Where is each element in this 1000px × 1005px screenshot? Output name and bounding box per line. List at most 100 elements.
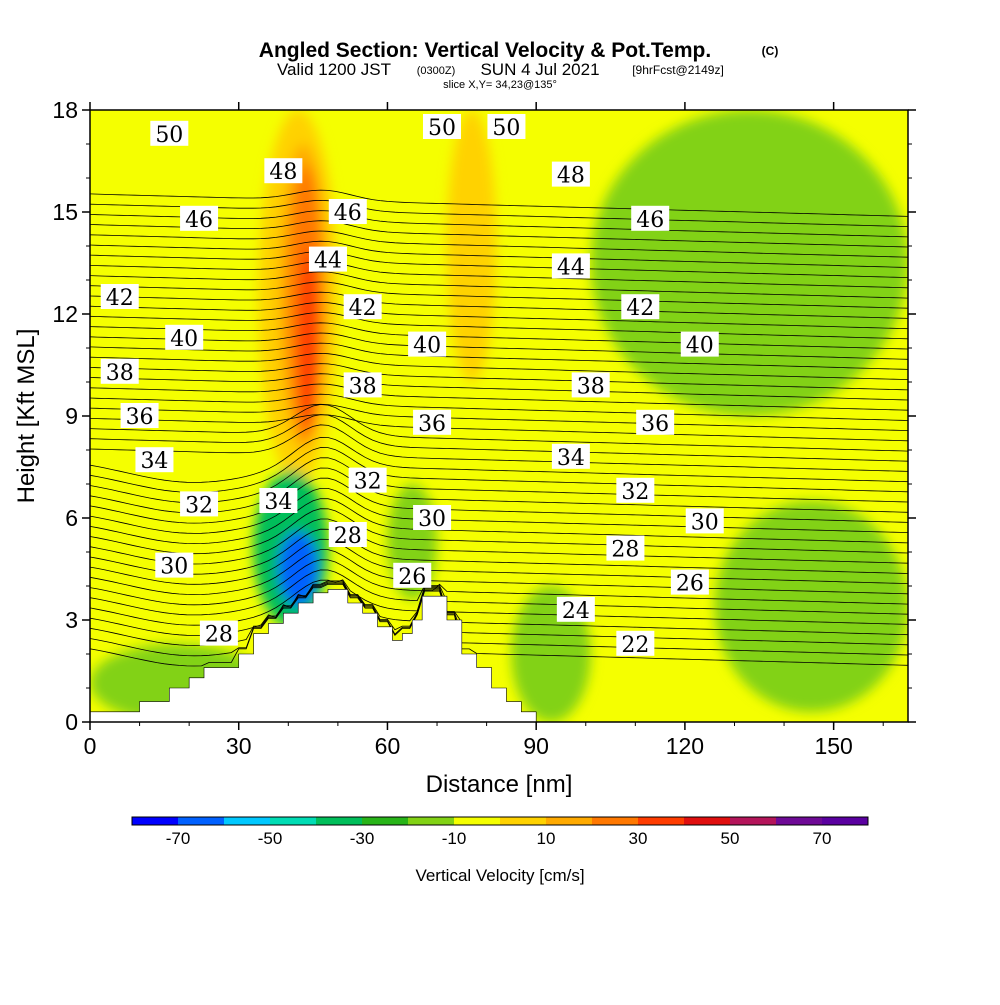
- colorbar-swatch: [822, 817, 869, 825]
- y-axis-label: Height [Kft MSL]: [13, 329, 40, 504]
- contour-label-36: 36: [413, 409, 452, 437]
- svg-text:40: 40: [170, 327, 198, 352]
- svg-text:50: 50: [155, 123, 183, 148]
- subtitle-valid: Valid 1200 JST: [277, 60, 391, 79]
- contour-label-48: 48: [264, 158, 303, 185]
- contour-label-40: 40: [165, 324, 204, 352]
- svg-text:50: 50: [492, 116, 520, 141]
- colorbar-tick-label: 10: [537, 829, 556, 848]
- colorbar-swatch: [454, 817, 501, 825]
- velocity-region-4: [446, 110, 497, 382]
- svg-text:38: 38: [106, 361, 134, 386]
- contour-label-34: 34: [135, 447, 174, 474]
- theta-contour-30-2: [90, 477, 908, 524]
- theta-contour-38-1: [90, 383, 908, 411]
- theta-contour-34-0: [90, 436, 908, 483]
- svg-text:28: 28: [611, 538, 639, 563]
- svg-text:30: 30: [418, 507, 446, 532]
- theta-contour-34-1: [90, 424, 908, 472]
- contour-label-50: 50: [487, 114, 526, 141]
- theta-contour-26-1: [90, 549, 908, 596]
- svg-text:36: 36: [126, 405, 154, 430]
- contour-label-42: 42: [100, 284, 139, 311]
- theta-contour-36-0: [90, 404, 908, 452]
- theta-contour-32-1: [90, 457, 908, 504]
- theta-contour-40-0: [90, 363, 908, 391]
- theta-contour-32-2: [90, 447, 908, 493]
- svg-text:44: 44: [557, 255, 585, 280]
- theta-contour-42-1: [90, 322, 908, 350]
- theta-contour-46-0: [90, 271, 908, 299]
- svg-text:50: 50: [428, 116, 456, 141]
- svg-text:28: 28: [334, 524, 362, 549]
- theta-contour-22-0: [90, 583, 908, 667]
- contour-label-50: 50: [150, 120, 189, 148]
- colorbar-swatch: [362, 817, 409, 825]
- svg-text:26: 26: [398, 565, 426, 590]
- svg-text:44: 44: [314, 249, 342, 274]
- contour-label-42: 42: [343, 294, 382, 321]
- theta-contour-22-1: [90, 582, 908, 657]
- contour-label-30: 30: [413, 505, 452, 532]
- x-tick-label: 60: [375, 733, 401, 759]
- theta-contour-28-0: [90, 528, 908, 575]
- colorbar-tick-label: 50: [721, 829, 740, 848]
- y-tick-label: 3: [65, 607, 78, 633]
- subtitle-slice: slice X,Y= 34,23@135°: [443, 79, 557, 91]
- contour-label-28: 28: [199, 620, 238, 648]
- contour-label-30: 30: [685, 508, 724, 535]
- theta-contour-46-1: [90, 261, 908, 289]
- x-tick-label: 30: [226, 733, 252, 759]
- colorbar-swatch: [408, 817, 455, 825]
- x-tick-label: 150: [814, 733, 852, 759]
- theta-contour-40-1: [90, 352, 908, 380]
- svg-text:32: 32: [621, 480, 649, 505]
- contour-label-42: 42: [621, 294, 660, 321]
- svg-text:46: 46: [334, 201, 362, 226]
- svg-text:34: 34: [264, 490, 292, 515]
- contour-label-36: 36: [636, 409, 675, 437]
- contour-label-34: 34: [259, 488, 298, 515]
- colorbar-swatch: [592, 817, 639, 825]
- theta-contour-48-0: [90, 240, 908, 268]
- theta-contour-50-1: [90, 199, 908, 227]
- y-tick-label: 9: [65, 403, 78, 429]
- subtitle-utc: (0300Z): [417, 65, 456, 77]
- theta-contour-48-2: [90, 220, 908, 248]
- velocity-region-3: [298, 245, 319, 430]
- contour-label-46: 46: [180, 205, 219, 233]
- svg-text:32: 32: [354, 470, 382, 495]
- y-tick-label: 0: [65, 709, 78, 735]
- theta-contour-50-2: [90, 189, 908, 217]
- colorbar-swatch: [178, 817, 225, 825]
- theta-contour-26-2: [90, 538, 908, 585]
- contour-label-30: 30: [155, 552, 194, 580]
- svg-text:36: 36: [641, 412, 669, 437]
- chart-title: Angled Section: Vertical Velocity & Pot.…: [259, 39, 711, 62]
- svg-text:26: 26: [676, 572, 704, 597]
- colorbar-swatch: [546, 817, 593, 825]
- contour-label-44: 44: [551, 253, 590, 280]
- contour-label-38: 38: [571, 372, 610, 399]
- svg-text:40: 40: [413, 334, 441, 359]
- subtitle-forecast: [9hrFcst@2149z]: [632, 63, 724, 77]
- y-tick-label: 12: [52, 301, 78, 327]
- velocity-region-6: [714, 501, 908, 712]
- theta-contour-28-1: [90, 518, 908, 565]
- colorbar-swatch: [270, 817, 317, 825]
- colorbar-swatch: [500, 817, 547, 825]
- svg-text:46: 46: [185, 208, 213, 233]
- y-tick-label: 18: [52, 97, 78, 123]
- theta-contour-42-0: [90, 332, 908, 360]
- x-tick-label: 90: [523, 733, 549, 759]
- contour-label-28: 28: [606, 535, 645, 563]
- svg-text:24: 24: [562, 599, 590, 624]
- colorbar-tick-label: 30: [629, 829, 648, 848]
- svg-text:34: 34: [140, 449, 168, 474]
- colorbar-tick-label: -70: [166, 829, 191, 848]
- colorbar-tick-label: -30: [350, 829, 375, 848]
- svg-text:28: 28: [205, 623, 233, 648]
